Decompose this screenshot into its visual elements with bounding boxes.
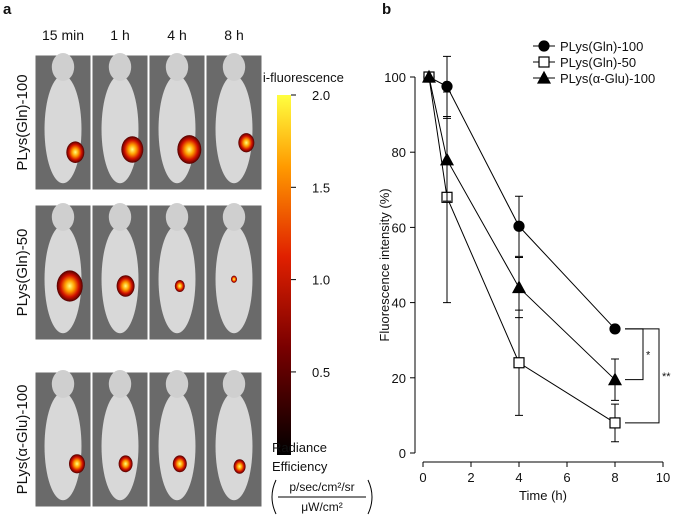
data-point bbox=[441, 80, 453, 93]
mouse-body bbox=[215, 75, 253, 184]
row-label: PLys(Gln)-50 bbox=[14, 229, 31, 317]
significance-label: ** bbox=[662, 371, 671, 383]
series-line bbox=[428, 76, 616, 424]
data-point bbox=[513, 357, 525, 369]
mouse-head bbox=[108, 53, 132, 81]
paren bbox=[367, 479, 373, 515]
legend-marker bbox=[538, 56, 550, 68]
panel-label: b bbox=[382, 1, 391, 18]
row-label: PLys(α-Glu)-100 bbox=[14, 385, 31, 495]
fluorescence bbox=[233, 459, 246, 474]
x-tick-label: 6 bbox=[563, 470, 570, 485]
x-tick-label: 2 bbox=[467, 470, 474, 485]
data-point bbox=[511, 280, 527, 294]
fluorescence bbox=[118, 455, 133, 473]
x-axis-label: Time (h) bbox=[519, 488, 567, 503]
time-label: 1 h bbox=[110, 27, 129, 43]
data-point bbox=[421, 69, 437, 83]
x-tick-label: 4 bbox=[515, 470, 522, 485]
data-point bbox=[607, 372, 623, 386]
fluorescence bbox=[69, 454, 85, 474]
data-point bbox=[513, 220, 525, 232]
colorbar-tick-label: 0.5 bbox=[312, 365, 330, 380]
mouse-head bbox=[108, 370, 132, 398]
fluorescence bbox=[56, 270, 83, 302]
time-label: 8 h bbox=[224, 27, 243, 43]
y-tick-label: 0 bbox=[399, 446, 406, 461]
legend-label: PLys(α-Glu)-100 bbox=[560, 71, 655, 86]
mouse-head bbox=[165, 53, 189, 81]
mouse-body bbox=[101, 75, 139, 184]
fluorescence bbox=[231, 275, 237, 283]
mouse-head bbox=[165, 370, 189, 398]
mouse-head bbox=[108, 203, 132, 231]
mouse-head bbox=[222, 203, 246, 231]
mouse-body bbox=[158, 392, 196, 501]
significance-label: * bbox=[646, 349, 651, 361]
mouse-head bbox=[51, 53, 75, 81]
y-tick-label: 60 bbox=[392, 220, 406, 235]
y-tick-label: 40 bbox=[392, 296, 406, 311]
significance-bracket bbox=[625, 328, 644, 381]
x-tick-label: 8 bbox=[611, 470, 618, 485]
data-point bbox=[609, 417, 621, 429]
mouse-body bbox=[44, 75, 82, 184]
significance-bracket bbox=[625, 328, 660, 424]
mouse-head bbox=[51, 203, 75, 231]
mouse-body bbox=[158, 225, 196, 334]
fluorescence bbox=[172, 455, 187, 473]
colorbar-unit: μW/cm² bbox=[301, 500, 343, 514]
legend-marker bbox=[538, 40, 550, 52]
mouse-head bbox=[222, 53, 246, 81]
mouse-body bbox=[215, 392, 253, 501]
fluorescence bbox=[174, 280, 185, 292]
paren bbox=[271, 479, 277, 515]
colorbar-tick-label: 1.0 bbox=[312, 273, 330, 288]
fluorescence bbox=[121, 136, 144, 163]
mouse-body bbox=[44, 392, 82, 501]
x-tick-label: 0 bbox=[419, 470, 426, 485]
data-point bbox=[439, 152, 455, 166]
time-label: 4 h bbox=[167, 27, 186, 43]
colorbar-label: Radiance bbox=[272, 440, 327, 455]
legend-label: PLys(Gln)-100 bbox=[560, 39, 643, 54]
mouse-head bbox=[222, 370, 246, 398]
colorbar-tick-label: 2.0 bbox=[312, 88, 330, 103]
fluorescence bbox=[238, 133, 255, 153]
colorbar-label: Efficiency bbox=[272, 459, 328, 474]
legend-label: PLys(Gln)-50 bbox=[560, 55, 636, 70]
fluorescence bbox=[66, 141, 85, 163]
panel-label: a bbox=[3, 1, 12, 18]
fluorescence bbox=[116, 275, 135, 297]
time-label: 15 min bbox=[42, 27, 84, 43]
fluorescence bbox=[177, 135, 202, 164]
colorbar bbox=[277, 95, 291, 455]
y-axis-label: Fluorescence intensity (%) bbox=[377, 188, 392, 341]
mouse-body bbox=[158, 75, 196, 184]
colorbar-unit: p/sec/cm²/sr bbox=[289, 480, 354, 494]
series-line bbox=[428, 76, 616, 330]
y-tick-label: 100 bbox=[384, 70, 406, 85]
colorbar-tick-label: 1.5 bbox=[312, 180, 330, 195]
y-tick-label: 20 bbox=[392, 371, 406, 386]
data-point bbox=[609, 323, 621, 335]
legend-marker bbox=[536, 70, 552, 84]
colorbar-title: Epi-fluorescence bbox=[247, 70, 344, 85]
y-tick-label: 80 bbox=[392, 145, 406, 160]
mouse-body bbox=[101, 392, 139, 501]
row-label: PLys(Gln)-100 bbox=[14, 74, 31, 170]
mouse-head bbox=[51, 370, 75, 398]
mouse-head bbox=[165, 203, 189, 231]
series-line bbox=[428, 76, 616, 381]
x-tick-label: 10 bbox=[656, 470, 670, 485]
